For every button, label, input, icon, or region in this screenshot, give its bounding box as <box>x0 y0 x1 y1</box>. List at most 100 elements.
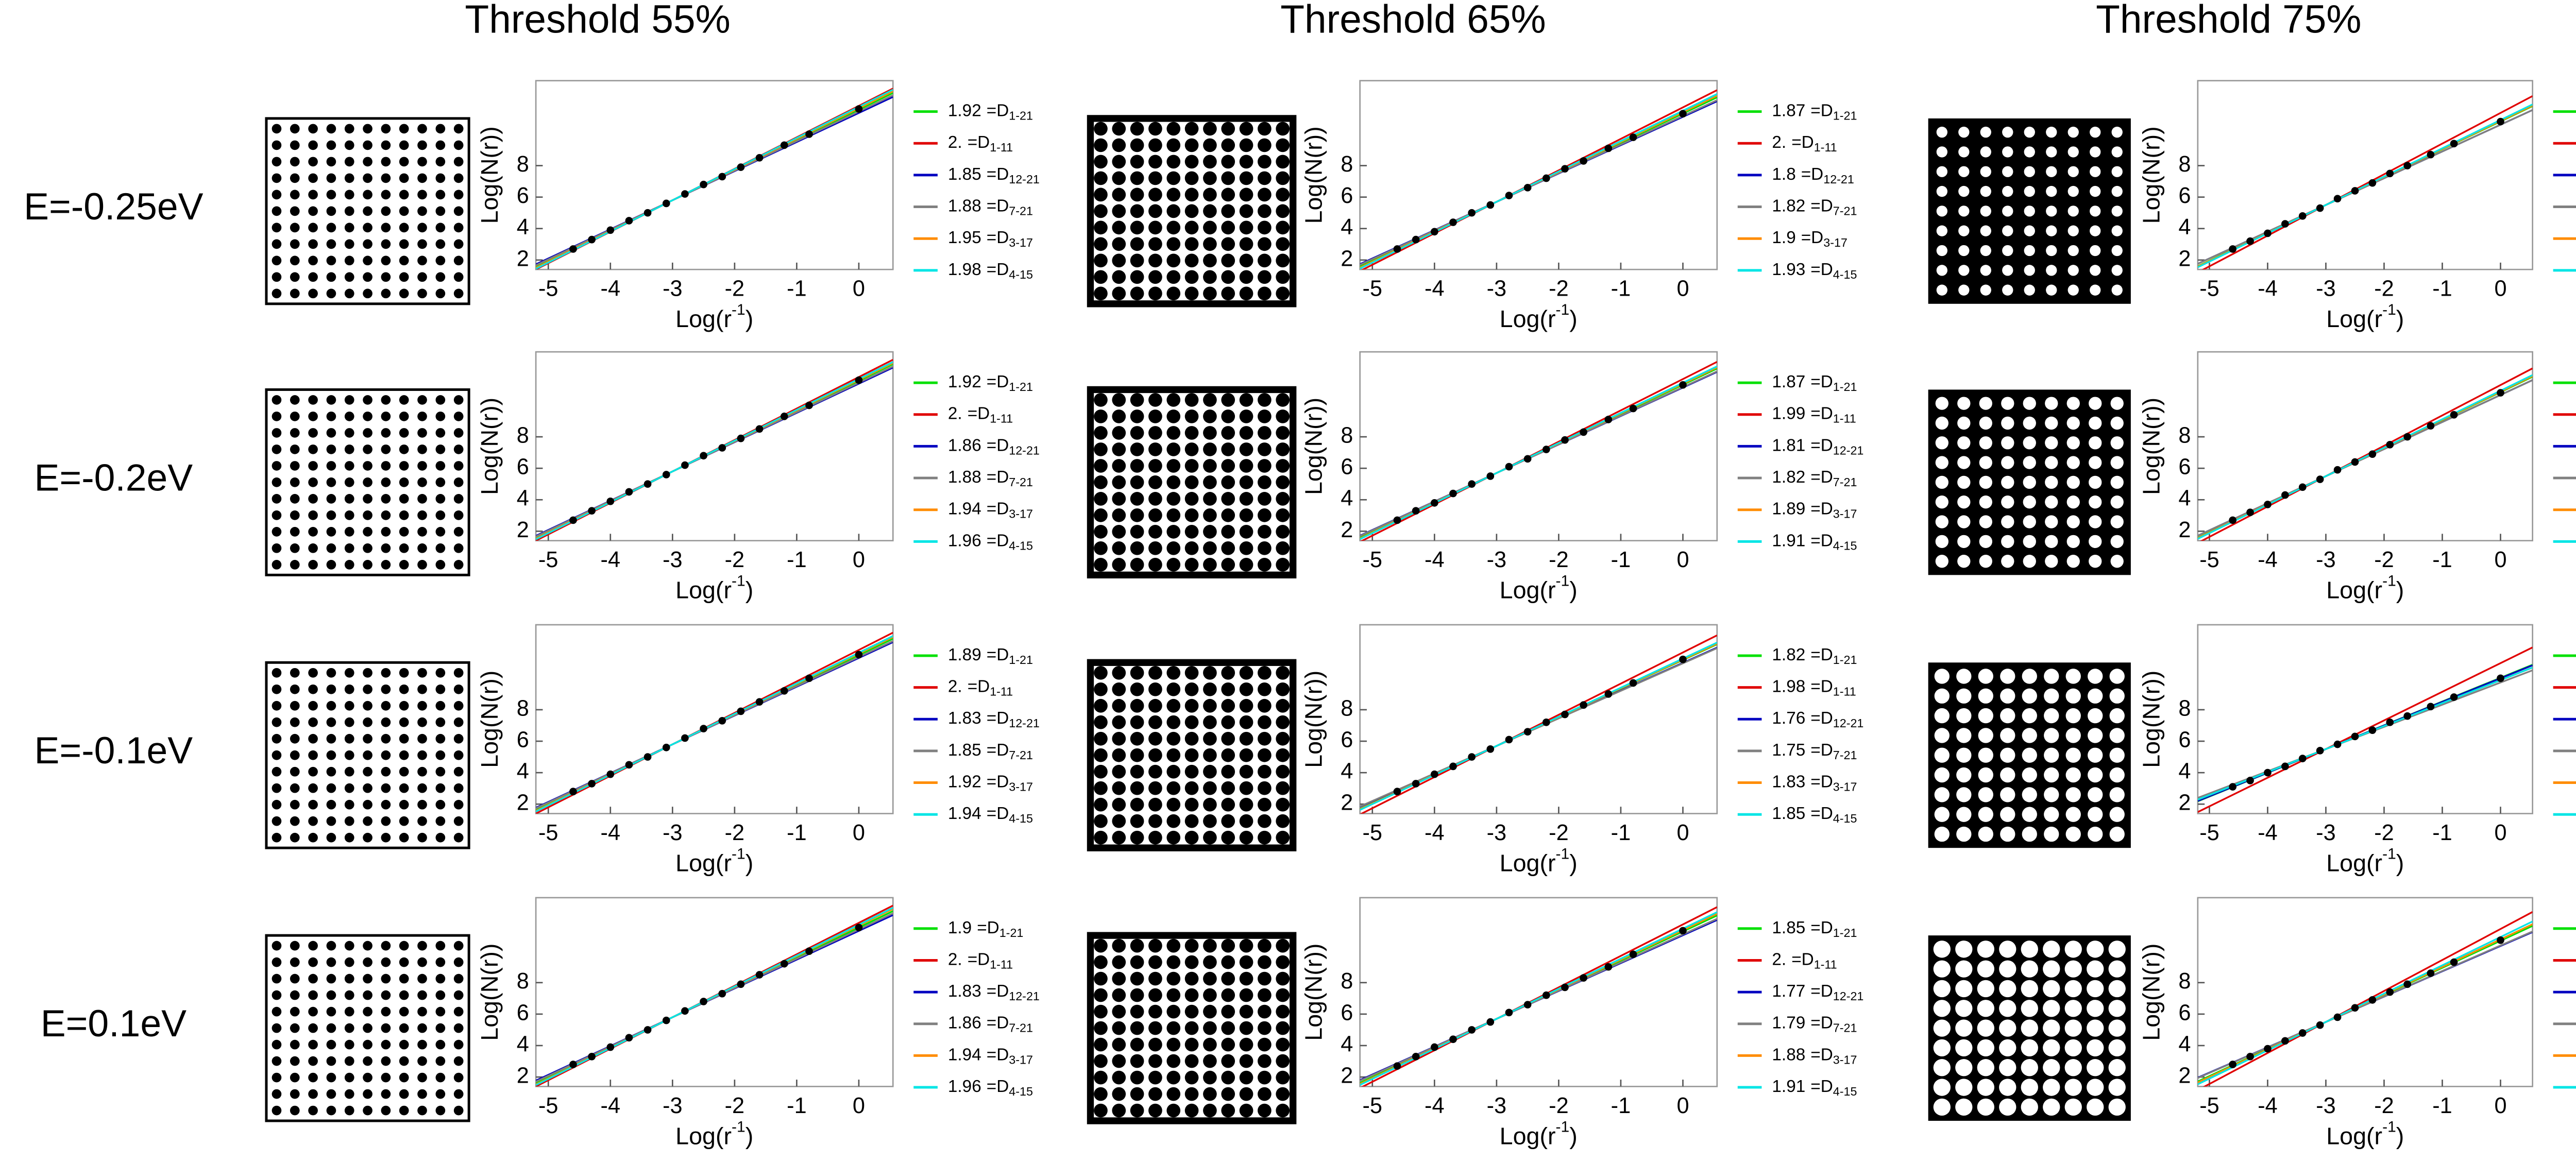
thumbnail-dot <box>435 816 446 826</box>
thumbnail-dot <box>381 461 391 471</box>
thumbnail-dot <box>1184 748 1199 762</box>
x-tick-label: -1 <box>1611 1093 1631 1118</box>
thumbnail-dot <box>381 1039 391 1050</box>
data-point <box>662 199 670 208</box>
data-point <box>2497 117 2504 126</box>
thumbnail-hole <box>1979 436 1992 450</box>
legend-entry: 2. =D1-11 <box>1772 950 1837 971</box>
thumbnail-hole <box>1956 747 1972 763</box>
thumbnail-hole <box>2046 265 2057 276</box>
thumbnail-dot <box>363 412 372 421</box>
thumbnail-dot <box>1184 187 1199 202</box>
thumbnail-dot <box>1258 1004 1272 1019</box>
thumbnail-dot <box>399 1039 409 1050</box>
thumbnail-hole <box>2110 515 2124 528</box>
thumbnail-dot <box>326 190 336 200</box>
thumbnail-dot <box>1184 558 1199 572</box>
thumbnail-dot <box>399 783 409 793</box>
thumbnail-hole <box>2000 787 2015 802</box>
thumbnail-dot <box>1221 525 1235 539</box>
data-point <box>625 761 633 769</box>
thumbnail-dot <box>363 173 372 183</box>
thumbnail-dot <box>1258 1103 1272 1118</box>
data-point <box>2368 179 2377 187</box>
thumbnail-dot <box>1148 682 1162 696</box>
thumbnail-hole <box>2001 495 2014 509</box>
thumbnail-dot <box>363 941 372 951</box>
legend-name: =D <box>987 741 1009 760</box>
thumbnail-dot <box>326 717 336 727</box>
thumbnail-dot <box>1112 426 1126 440</box>
thumbnail-hole <box>2090 225 2101 236</box>
thumbnail-dot <box>326 494 336 504</box>
thumbnail-dot <box>344 941 354 951</box>
x-axis-label: Log(r-1) <box>2326 301 2404 332</box>
thumbnail-dot <box>417 510 427 520</box>
thumbnail-dot <box>453 816 464 826</box>
thumbnail-dot <box>1221 286 1235 301</box>
thumbnail-dot <box>1221 475 1235 489</box>
thumbnail-hole <box>2111 146 2123 158</box>
thumbnail-dot <box>399 668 409 678</box>
thumbnail-dot <box>1276 393 1290 407</box>
legend-value: 1.87 <box>1772 101 1805 120</box>
data-point <box>2368 726 2377 734</box>
thumbnail-dot <box>1184 988 1199 1002</box>
thumbnail-dot <box>1203 492 1217 506</box>
thumbnail-dot <box>417 428 427 438</box>
thumbnail-hole <box>1936 245 1947 257</box>
x-tick-label: -3 <box>1487 277 1507 301</box>
thumbnail-hole <box>2088 826 2103 842</box>
legend-value: 1.76 <box>1772 709 1805 728</box>
thumbnail-dot <box>290 272 300 282</box>
thumbnail-hole <box>1958 166 1970 177</box>
thumbnail-dot <box>308 412 318 421</box>
x-label-part: Log(r <box>675 1123 732 1150</box>
x-label-sup: -1 <box>2382 1118 2396 1135</box>
thumbnail-dot <box>272 816 282 826</box>
thumbnail-dot <box>1221 492 1235 506</box>
legend-name: =D <box>968 950 990 969</box>
thumbnail-dot <box>417 941 427 951</box>
thumbnail-hole <box>2002 126 2013 138</box>
thumbnail-hole <box>1933 1079 1951 1096</box>
thumbnail-dot <box>1221 830 1235 845</box>
thumbnail-dot <box>1221 459 1235 473</box>
thumbnail-dot <box>1094 1054 1108 1068</box>
thumbnail-dot <box>1203 748 1217 762</box>
y-tick-label: 6 <box>2178 183 2191 208</box>
data-point <box>625 217 633 225</box>
thumbnail-hole <box>2088 669 2103 684</box>
thumbnail-dot <box>344 272 354 282</box>
data-point <box>755 153 764 162</box>
thumbnail-dot <box>453 173 464 183</box>
y-tick-label: 4 <box>517 759 529 784</box>
thumbnail-dot <box>1112 715 1126 729</box>
thumbnail-hole <box>2046 126 2057 138</box>
thumbnail-hole <box>2066 515 2080 528</box>
thumbnail-dot <box>272 223 282 233</box>
legend-name: =D <box>987 500 1009 519</box>
data-point <box>1449 218 1457 226</box>
legend-entry: 1.94 =D3-17 <box>948 500 1033 521</box>
data-point <box>588 507 596 515</box>
thumbnail-dot <box>1112 492 1126 506</box>
legend-entry: 1.83 =D12-21 <box>948 982 1040 1003</box>
thumbnail-dot <box>363 832 372 843</box>
thumbnail-dot <box>308 750 318 760</box>
thumbnail-dot <box>1276 731 1290 746</box>
thumbnail-dot <box>417 990 427 1000</box>
thumbnail-dot <box>1112 1054 1126 1068</box>
y-axis-label: Log(N(r)) <box>1300 671 1327 768</box>
data-point <box>2497 389 2504 397</box>
thumbnail-dot <box>272 957 282 967</box>
thumbnail-dot <box>1166 253 1181 268</box>
data-point <box>1542 991 1550 999</box>
data-point <box>2427 969 2435 977</box>
data-point <box>1430 1043 1438 1051</box>
thumbnail-dot <box>1203 442 1217 456</box>
legend-name: =D <box>987 1014 1009 1033</box>
thumbnail-dot <box>308 799 318 810</box>
legend-value: 1.91 <box>1772 1077 1805 1096</box>
thumbnail-dot <box>1094 426 1108 440</box>
